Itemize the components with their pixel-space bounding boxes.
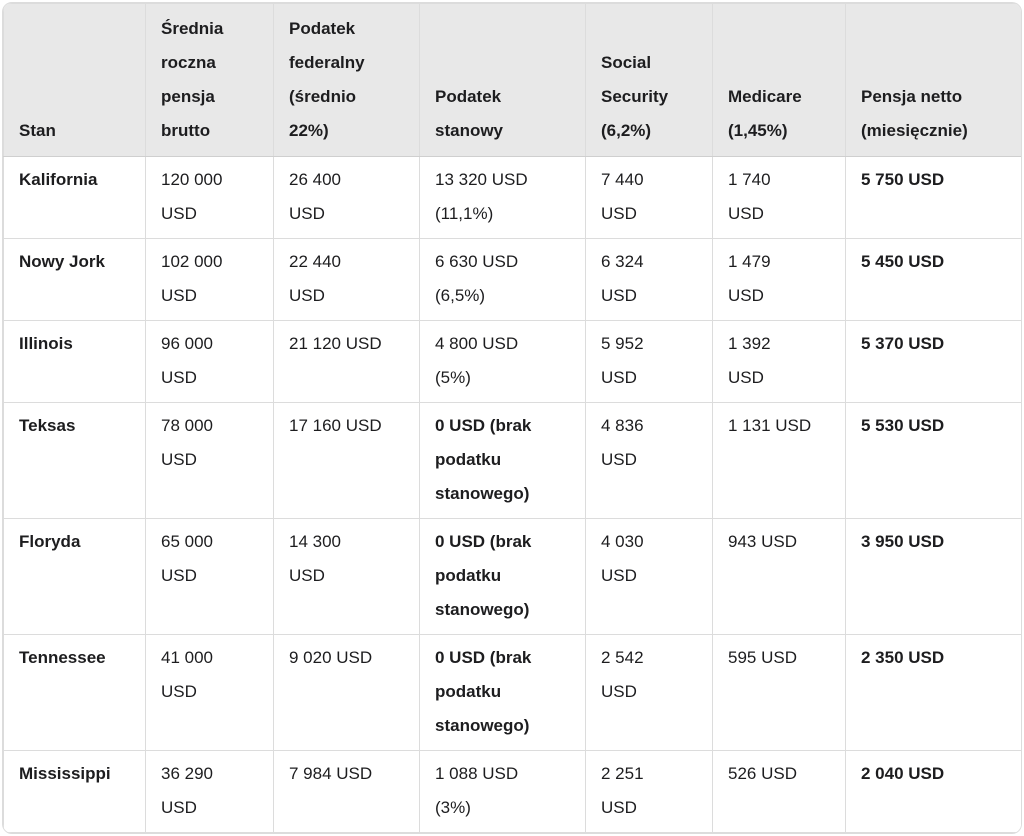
value-cell: 2 251 USD: [585, 750, 713, 833]
state-cell: Tennessee: [3, 634, 146, 751]
value-cell: 1 088 USD (3%): [419, 750, 586, 833]
value-cell: 7 984 USD: [273, 750, 420, 833]
value-cell: 595 USD: [712, 634, 846, 751]
column-header: Średnia roczna pensja brutto: [145, 3, 274, 157]
value-cell: 120 000 USD: [145, 156, 274, 239]
value-cell: 26 400 USD: [273, 156, 420, 239]
value-cell: 1 740 USD: [712, 156, 846, 239]
value-cell: 1 131 USD: [712, 402, 846, 519]
value-cell: 2 040 USD: [845, 750, 1021, 833]
value-cell: 4 030 USD: [585, 518, 713, 635]
header-row: Stan Średnia roczna pensja brutto Podatek …: [3, 3, 1021, 157]
value-cell: 5 750 USD: [845, 156, 1021, 239]
value-cell: 5 370 USD: [845, 320, 1021, 403]
value-cell: 5 530 USD: [845, 402, 1021, 519]
value-cell: 36 290 USD: [145, 750, 274, 833]
value-cell: 21 120 USD: [273, 320, 420, 403]
column-header: Social Security (6,2%): [585, 3, 713, 157]
value-cell: 0 USD (brak podatku stanowego): [419, 518, 586, 635]
table-row: Mississippi 36 290 USD 7 984 USD 1 088 USD …: [3, 750, 1021, 833]
state-cell: Mississippi: [3, 750, 146, 833]
value-cell: 22 440 USD: [273, 238, 420, 321]
table-row: Nowy Jork 102 000 USD 22 440 USD 6 630 USD …: [3, 238, 1021, 321]
value-cell: 4 800 USD (5%): [419, 320, 586, 403]
value-cell: 96 000 USD: [145, 320, 274, 403]
value-cell: 4 836 USD: [585, 402, 713, 519]
value-cell: 5 952 USD: [585, 320, 713, 403]
state-cell: Nowy Jork: [3, 238, 146, 321]
value-cell: 78 000 USD: [145, 402, 274, 519]
value-cell: 526 USD: [712, 750, 846, 833]
table-header: Stan Średnia roczna pensja brutto Podatek …: [3, 3, 1021, 157]
value-cell: 14 300 USD: [273, 518, 420, 635]
data-table: Stan Średnia roczna pensja brutto Podatek …: [3, 3, 1021, 833]
value-cell: 17 160 USD: [273, 402, 420, 519]
table-row: Illinois 96 000 USD 21 120 USD 4 800 USD (5…: [3, 320, 1021, 403]
value-cell: 41 000 USD: [145, 634, 274, 751]
state-cell: Illinois: [3, 320, 146, 403]
column-header: Medicare (1,45%): [712, 3, 846, 157]
column-header: Podatek federalny (średnio 22%): [273, 3, 420, 157]
table-row: Kalifornia 120 000 USD 26 400 USD 13 320 US…: [3, 156, 1021, 239]
value-cell: 2 350 USD: [845, 634, 1021, 751]
column-header: Pensja netto (miesięcznie): [845, 3, 1021, 157]
value-cell: 2 542 USD: [585, 634, 713, 751]
state-cell: Teksas: [3, 402, 146, 519]
value-cell: 5 450 USD: [845, 238, 1021, 321]
state-cell: Kalifornia: [3, 156, 146, 239]
value-cell: 7 440 USD: [585, 156, 713, 239]
value-cell: 6 324 USD: [585, 238, 713, 321]
value-cell: 13 320 USD (11,1%): [419, 156, 586, 239]
column-header: Podatek stanowy: [419, 3, 586, 157]
value-cell: 6 630 USD (6,5%): [419, 238, 586, 321]
value-cell: 3 950 USD: [845, 518, 1021, 635]
value-cell: 1 479 USD: [712, 238, 846, 321]
column-header: Stan: [3, 3, 146, 157]
table-body: Kalifornia 120 000 USD 26 400 USD 13 320 US…: [3, 156, 1021, 833]
value-cell: 943 USD: [712, 518, 846, 635]
value-cell: 0 USD (brak podatku stanowego): [419, 402, 586, 519]
table-row: Tennessee 41 000 USD 9 020 USD 0 USD (brak …: [3, 634, 1021, 751]
table-row: Teksas 78 000 USD 17 160 USD 0 USD (brak po…: [3, 402, 1021, 519]
value-cell: 1 392 USD: [712, 320, 846, 403]
table-row: Floryda 65 000 USD 14 300 USD 0 USD (brak p…: [3, 518, 1021, 635]
value-cell: 102 000 USD: [145, 238, 274, 321]
value-cell: 65 000 USD: [145, 518, 274, 635]
state-cell: Floryda: [3, 518, 146, 635]
value-cell: 9 020 USD: [273, 634, 420, 751]
value-cell: 0 USD (brak podatku stanowego): [419, 634, 586, 751]
